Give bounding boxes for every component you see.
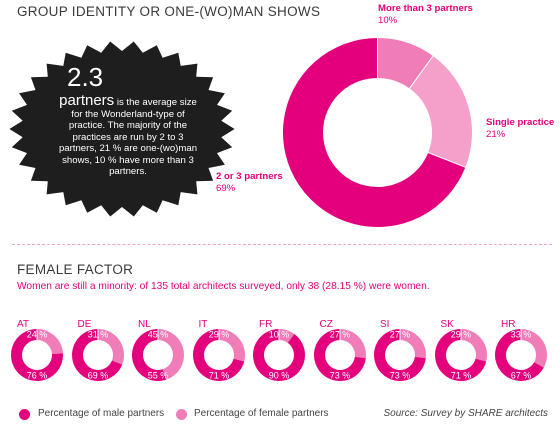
- male-value-nl: 55 %: [148, 371, 169, 381]
- badge-description: partners is the average size for the Won…: [58, 92, 198, 178]
- female-slice-sk: [460, 329, 487, 362]
- label-2-or-3-name: 2 or 3 partners: [216, 171, 283, 182]
- country-label-cz: CZ: [319, 319, 333, 330]
- male-slice-si: [374, 329, 426, 381]
- male-slice-hr: [495, 329, 544, 381]
- legend-female-label: Percentage of female partners: [194, 408, 329, 419]
- female-value-sk: 29 %: [450, 330, 471, 340]
- male-slice-it: [192, 329, 244, 381]
- label-single-practice-value: 21%: [486, 129, 506, 140]
- female-slice-it: [218, 329, 245, 362]
- country-label-si: SI: [380, 319, 390, 330]
- male-value-hr: 67 %: [511, 371, 532, 381]
- country-label-it: IT: [198, 319, 208, 330]
- country-label-fr: FR: [259, 319, 273, 330]
- donut-nl: 45 % 55 %: [132, 329, 184, 381]
- female-slice-cz: [339, 329, 366, 359]
- female-value-hr: 33 %: [511, 330, 532, 340]
- source-note: Source: Survey by SHARE architects: [383, 408, 548, 419]
- female-slice-de: [97, 329, 124, 365]
- male-value-fr: 90 %: [269, 371, 290, 381]
- label-single-practice: Single practice 21%: [486, 117, 554, 141]
- label-more-than-3: More than 3 partners 10%: [378, 3, 473, 27]
- country-label-hr: HR: [501, 319, 516, 330]
- male-slice-sk: [434, 329, 486, 381]
- male-slice-fr: [253, 329, 305, 381]
- legend-male-swatch: [19, 409, 30, 420]
- country-label-nl: NL: [138, 319, 151, 330]
- section-title-female-factor: FEMALE FACTOR: [17, 262, 134, 277]
- badge-word: partners: [59, 92, 115, 109]
- female-slice-nl: [158, 329, 184, 380]
- label-2-or-3-value: 69%: [216, 183, 236, 194]
- starburst-badge: [9, 41, 235, 217]
- male-slice-at: [10, 329, 63, 381]
- donut-hr: 33 % 67 %: [495, 329, 547, 381]
- country-label-sk: SK: [440, 319, 454, 330]
- male-value-cz: 73 %: [329, 371, 350, 381]
- female-value-nl: 45 %: [148, 330, 169, 340]
- female-slice-hr: [521, 329, 547, 368]
- male-value-at: 76 %: [27, 371, 48, 381]
- male-value-si: 73 %: [390, 371, 411, 381]
- male-slice-de: [71, 329, 122, 381]
- legend-male-label: Percentage of male partners: [38, 408, 165, 419]
- male-value-de: 69 %: [87, 371, 108, 381]
- female-factor-subtitle: Women are still a minority: of 135 total…: [17, 281, 430, 292]
- country-label-de: DE: [77, 319, 92, 330]
- male-value-it: 71 %: [208, 371, 229, 381]
- female-value-at: 24 %: [27, 330, 48, 340]
- donut-cz: 27 % 73 %: [313, 329, 366, 381]
- label-more-than-3-value: 10%: [378, 15, 398, 26]
- legend-female-swatch: [176, 409, 187, 420]
- female-value-it: 29 %: [208, 330, 229, 340]
- female-slice-fr: [279, 329, 295, 343]
- label-2-or-3: 2 or 3 partners 69%: [216, 171, 283, 195]
- label-single-practice-name: Single practice: [486, 117, 555, 128]
- badge-content: 2.3 partners is the average size for the…: [58, 62, 198, 178]
- donut-sk: 29 % 71 %: [434, 329, 487, 381]
- donut-it: 29 % 71 %: [192, 329, 245, 381]
- label-more-than-3-name: More than 3 partners: [378, 3, 473, 14]
- male-slice-cz: [313, 329, 366, 381]
- country-label-at: AT: [17, 319, 30, 330]
- female-slice-at: [37, 329, 63, 355]
- female-slice-si: [400, 329, 426, 359]
- slice-2-or-3: [282, 36, 467, 228]
- donut-de: 31 % 69 %: [71, 329, 124, 381]
- female-value-de: 31 %: [87, 330, 108, 340]
- badge-number: 2.3: [67, 62, 104, 92]
- donut-at: 24 % 76 %: [10, 329, 63, 381]
- female-value-fr: 10 %: [269, 330, 290, 340]
- donut-si: 27 % 73 %: [374, 329, 426, 381]
- section-divider: [12, 244, 552, 245]
- female-value-si: 27 %: [390, 330, 411, 340]
- donut-fr: 10 % 90 %: [253, 329, 305, 381]
- main-donut-chart: [282, 36, 473, 228]
- male-value-sk: 71 %: [450, 371, 471, 381]
- female-value-cz: 27 %: [329, 330, 350, 340]
- badge-text: is the average size for the Wonderland-t…: [58, 97, 198, 177]
- male-slice-nl: [132, 329, 167, 381]
- section-title-group-identity: GROUP IDENTITY OR ONE-(WO)MAN SHOWS: [17, 4, 321, 19]
